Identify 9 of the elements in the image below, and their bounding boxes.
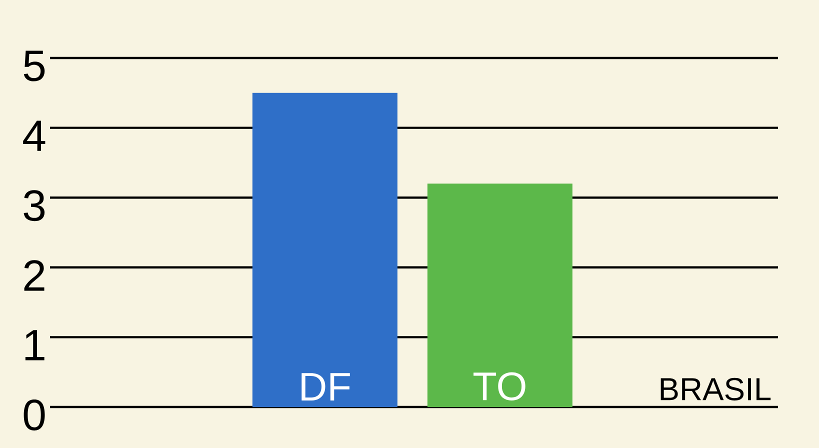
y-tick-label: 0	[24, 399, 45, 431]
y-tick-label: 5	[24, 50, 45, 82]
x-tick-label: BRASIL	[660, 378, 771, 400]
x-tick-label: DF	[302, 373, 350, 400]
y-tick-label: 1	[25, 330, 44, 360]
x-tick-label: TO	[474, 372, 526, 400]
y-tick-label: 2	[24, 260, 44, 291]
y-tick-label: 3	[24, 190, 45, 222]
y-tick-label: 4	[23, 120, 46, 151]
